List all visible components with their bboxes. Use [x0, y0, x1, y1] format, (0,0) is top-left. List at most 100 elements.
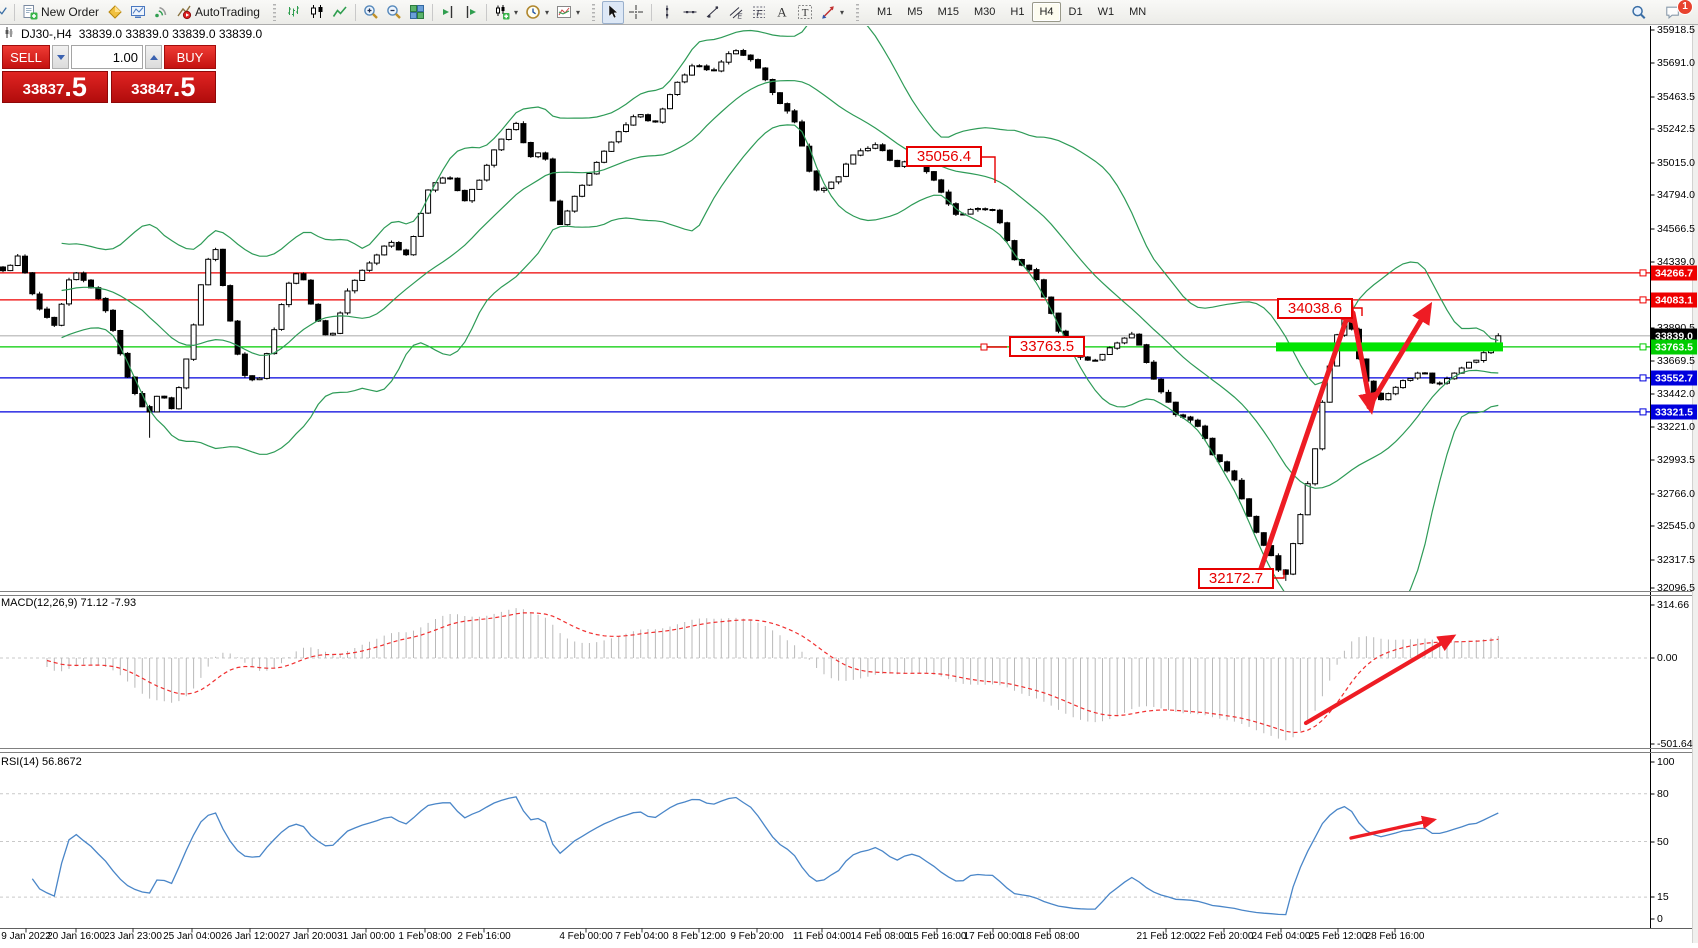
autoscroll-icon — [440, 4, 456, 20]
rsi-indicator-label: RSI(14) 56.8672 — [1, 756, 82, 768]
volume-input[interactable]: 1.00 — [71, 45, 143, 69]
vertical-line-tool-button[interactable] — [656, 2, 678, 23]
time-axis-label: 1 Feb 08:00 — [398, 931, 452, 942]
buy-button[interactable]: BUY — [164, 45, 216, 69]
toolbar-grip[interactable] — [272, 3, 276, 21]
sell-price[interactable]: 33837.5 — [2, 71, 108, 103]
svg-text:E: E — [738, 14, 743, 21]
bars-icon — [286, 4, 302, 20]
support-zone-band[interactable] — [1276, 342, 1503, 352]
price-axis-label: 32545.0 — [1657, 520, 1695, 532]
new-chart-button[interactable]: ▾ — [491, 2, 521, 23]
zoom-out-button[interactable] — [383, 2, 405, 23]
macd-axis-label: 0.00 — [1657, 652, 1678, 664]
buy-price[interactable]: 33847.5 — [110, 71, 216, 103]
arrows-tool-button[interactable]: ▾ — [817, 2, 847, 23]
toolbar-grip[interactable] — [592, 3, 595, 21]
one-click-top-row: SELL 1.00 BUY — [2, 45, 216, 69]
crosshair-tool-button[interactable] — [625, 2, 647, 23]
price-annotation[interactable]: 33763.5 — [1009, 336, 1085, 357]
timeframe-m30-button[interactable]: M30 — [973, 6, 996, 18]
channel-icon: E — [728, 4, 744, 20]
chart-title: DJ30-,H4 33839.0 33839.0 33839.0 33839.0 — [4, 27, 262, 41]
horizontal-line-tool-button[interactable] — [679, 2, 701, 23]
time-axis-label: 4 Feb 00:00 — [559, 931, 613, 942]
volume-decrease-button[interactable] — [52, 45, 69, 69]
fibonacci-retracement-tool-button[interactable]: F — [748, 2, 770, 23]
line-chart-mode-button[interactable] — [329, 2, 351, 23]
timeframe-m5-button[interactable]: M5 — [907, 6, 923, 18]
annotation-leaders — [980, 156, 1647, 579]
chart-ohlc-values: 33839.0 33839.0 33839.0 33839.0 — [78, 27, 263, 41]
autotrading-icon — [176, 4, 192, 20]
timeframe-h4-button[interactable]: H4 — [1032, 2, 1061, 22]
spinner-up-icon — [149, 54, 158, 60]
timeframe-mn-button[interactable]: MN — [1129, 6, 1147, 18]
indicators-template-button[interactable]: ▾ — [553, 2, 583, 23]
chart-symbol-timeframe: DJ30-,H4 — [21, 27, 72, 41]
price-axis[interactable]: 35918.5 35691.0 35463.5 35242.5 35015.0 34794… — [1650, 24, 1698, 928]
price-tag: 34266.7 — [1651, 265, 1697, 281]
trend-arrows[interactable] — [1253, 300, 1457, 840]
svg-text:F: F — [757, 9, 763, 19]
trendline-icon — [705, 4, 721, 20]
price-tag: 34083.1 — [1651, 292, 1697, 308]
price-axis-label: 35242.5 — [1657, 123, 1695, 135]
macd-indicator-label: MACD(12,26,9) 71.12 -7.93 — [1, 597, 137, 609]
time-axis-label: 2 Feb 16:00 — [457, 931, 511, 942]
trendline-tool-button[interactable] — [702, 2, 724, 23]
search-icon — [1631, 4, 1647, 20]
timeframe-m15-button[interactable]: M15 — [937, 6, 959, 18]
time-axis-label: 20 Jan 16:00 — [47, 931, 105, 942]
text-tool-button[interactable]: A — [771, 2, 793, 23]
text-icon: A — [774, 4, 790, 20]
price-axis-label: 33442.0 — [1657, 388, 1695, 400]
candlesticks — [0, 48, 1502, 581]
signals-icon — [153, 4, 169, 20]
toolbar-grip[interactable] — [856, 3, 860, 21]
autotrading-button[interactable]: AutoTrading — [173, 2, 264, 23]
price-annotation[interactable]: 35056.4 — [906, 146, 982, 167]
toolbar-right-group: 1 — [1628, 0, 1698, 23]
styler-icon — [107, 4, 123, 20]
new-order-icon — [22, 4, 38, 20]
strategy-tester-button[interactable] — [127, 2, 149, 23]
zoom-out-icon — [386, 4, 402, 20]
timeframe-d1-button[interactable]: D1 — [1068, 6, 1083, 18]
price-axis-label: 32766.0 — [1657, 488, 1695, 500]
sell-button[interactable]: SELL — [2, 45, 50, 69]
new-order-button[interactable]: New Order — [19, 2, 103, 23]
time-axis[interactable]: 9 Jan 2022 20 Jan 16:00 23 Jan 23:00 25 Jan… — [0, 928, 1650, 943]
window-chart-button[interactable] — [0, 2, 10, 23]
tester-icon — [130, 4, 146, 20]
chart-shift-button[interactable] — [460, 2, 482, 23]
signals-button[interactable] — [150, 2, 172, 23]
styler-button[interactable] — [104, 2, 126, 23]
tile-windows-button[interactable] — [406, 2, 428, 23]
one-click-trading-panel: SELL 1.00 BUY 33837.5 33847.5 — [2, 45, 216, 103]
price-annotation[interactable]: 32172.7 — [1198, 568, 1274, 589]
timeframe-h1-button[interactable]: H1 — [1010, 6, 1025, 18]
cursor-tool-button[interactable] — [602, 0, 624, 24]
auto-scroll-button[interactable] — [437, 2, 459, 23]
notification-badge: 1 — [1677, 0, 1693, 15]
text-label-tool-button[interactable]: T — [794, 2, 816, 23]
chartshift-icon — [463, 4, 479, 20]
timeframe-w1-button[interactable]: W1 — [1097, 6, 1115, 18]
candlestick-mode-button[interactable] — [306, 2, 328, 23]
equidistant-channel-tool-button[interactable]: E — [725, 2, 747, 23]
zoom-in-button[interactable] — [360, 2, 382, 23]
volume-increase-button[interactable] — [145, 45, 162, 69]
timeframe-m1-button[interactable]: M1 — [877, 6, 893, 18]
hline-icon — [682, 4, 698, 20]
rsi-axis-label: 15 — [1657, 891, 1669, 903]
bar-chart-mode-button[interactable] — [283, 2, 305, 23]
bollinger-bands — [61, 26, 1499, 591]
profiles-button[interactable]: ▾ — [522, 2, 552, 23]
toolbar-separator — [14, 3, 15, 21]
notifications-button[interactable]: 1 — [1662, 0, 1693, 23]
price-annotation[interactable]: 34038.6 — [1277, 298, 1353, 319]
search-button[interactable] — [1628, 2, 1650, 23]
